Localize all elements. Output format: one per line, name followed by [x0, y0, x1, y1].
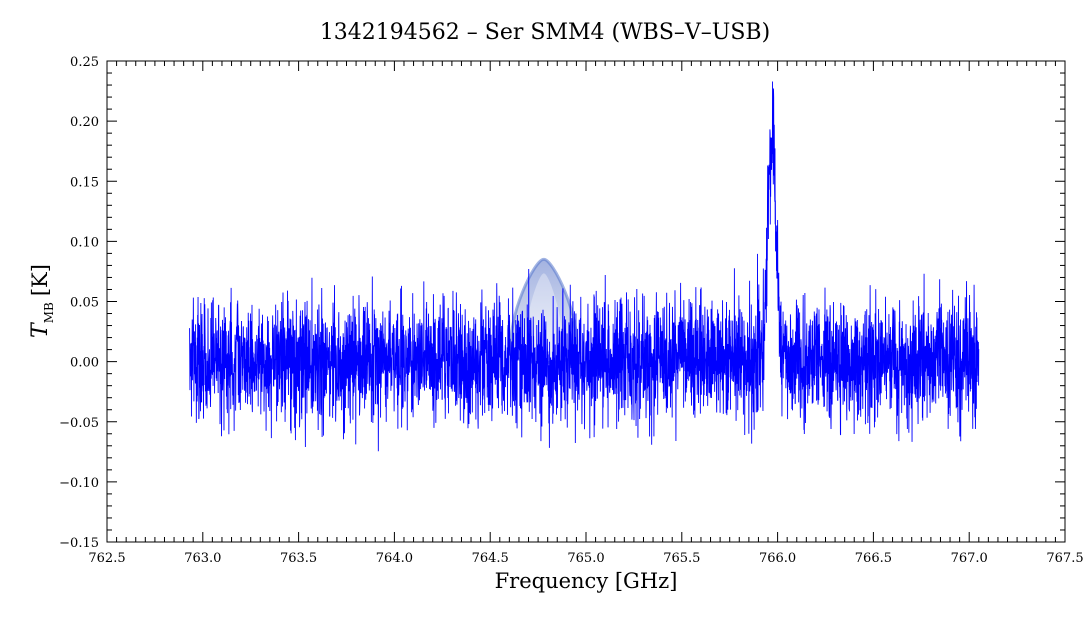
x-tick-label: 764.0 — [376, 551, 413, 566]
x-axis: 762.5 763.0 763.5 764.0 764.5 765.0 765.5 766.0… — [88, 61, 1084, 566]
y-axis-label-subscript: MB — [42, 302, 56, 323]
x-tick-label: 766.0 — [759, 551, 796, 566]
x-tick-label: 762.5 — [88, 551, 125, 566]
x-tick-label: 766.5 — [855, 551, 892, 566]
y-axis-label-unit: [K] — [28, 264, 52, 296]
y-tick-label: 0.15 — [70, 175, 99, 190]
x-tick-label: 767.0 — [951, 551, 988, 566]
y-tick-label: 0.25 — [70, 55, 99, 70]
x-tick-label: 765.5 — [663, 551, 700, 566]
plot-frame — [106, 60, 1066, 543]
y-tick-label: 0.20 — [70, 115, 99, 130]
chart-title: 1342194562 – Ser SMM4 (WBS–V–USB) — [320, 20, 770, 45]
x-tick-label: 765.0 — [567, 551, 604, 566]
y-tick-label: 0.00 — [70, 356, 99, 371]
y-axis-label: TMB [K] — [28, 264, 56, 338]
y-tick-label: 0.10 — [70, 235, 99, 250]
y-tick-label: −0.10 — [59, 476, 99, 491]
x-tick-label: 763.0 — [184, 551, 221, 566]
spectrum-series — [188, 81, 980, 452]
x-tick-label: 763.5 — [280, 551, 317, 566]
y-tick-label: −0.15 — [59, 536, 99, 551]
y-axis-label-symbol: T — [28, 321, 53, 338]
y-tick-label: 0.05 — [70, 296, 99, 311]
y-axis: −0.15 −0.10 −0.05 0.00 0.05 0.10 0.15 0.20 0.25 — [59, 55, 1065, 551]
x-tick-label: 767.5 — [1046, 551, 1083, 566]
x-axis-label: Frequency [GHz] — [495, 569, 678, 593]
spectrum-line — [188, 81, 980, 452]
y-tick-label: −0.05 — [59, 416, 99, 431]
x-tick-label: 764.5 — [472, 551, 509, 566]
